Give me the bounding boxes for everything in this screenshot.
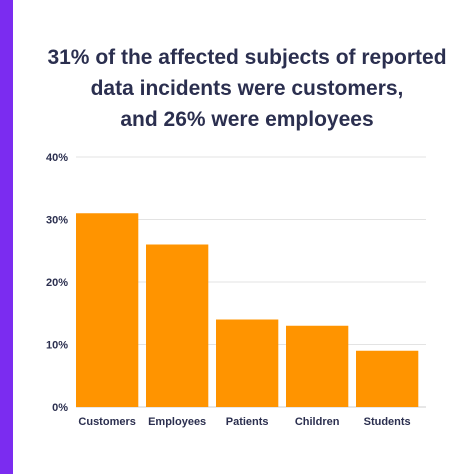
- bar-patients: [216, 319, 279, 407]
- chart-title-line-3: and 26% were employees: [120, 108, 374, 131]
- x-tick-label: Students: [364, 416, 411, 428]
- chart-title-line-1: 31% of the affected subjects of reported: [47, 46, 447, 69]
- bar-employees: [146, 244, 209, 407]
- bar-students: [356, 350, 419, 407]
- bar-children: [286, 325, 349, 407]
- x-tick-label: Customers: [78, 416, 135, 428]
- y-tick-label: 10%: [46, 340, 68, 352]
- chart-title-line-2: data incidents were customers,: [90, 77, 404, 100]
- y-tick-label: 30%: [46, 215, 68, 227]
- chart-title: 31% of the affected subjects of reported…: [20, 42, 474, 135]
- y-tick-label: 20%: [46, 277, 68, 289]
- y-tick-label: 0%: [52, 402, 68, 414]
- bar-customers: [76, 213, 139, 407]
- x-tick-label: Employees: [148, 416, 206, 428]
- x-tick-label: Children: [295, 416, 340, 428]
- accent-bar: [0, 0, 13, 474]
- y-tick-label: 40%: [46, 152, 68, 164]
- x-tick-label: Patients: [226, 416, 269, 428]
